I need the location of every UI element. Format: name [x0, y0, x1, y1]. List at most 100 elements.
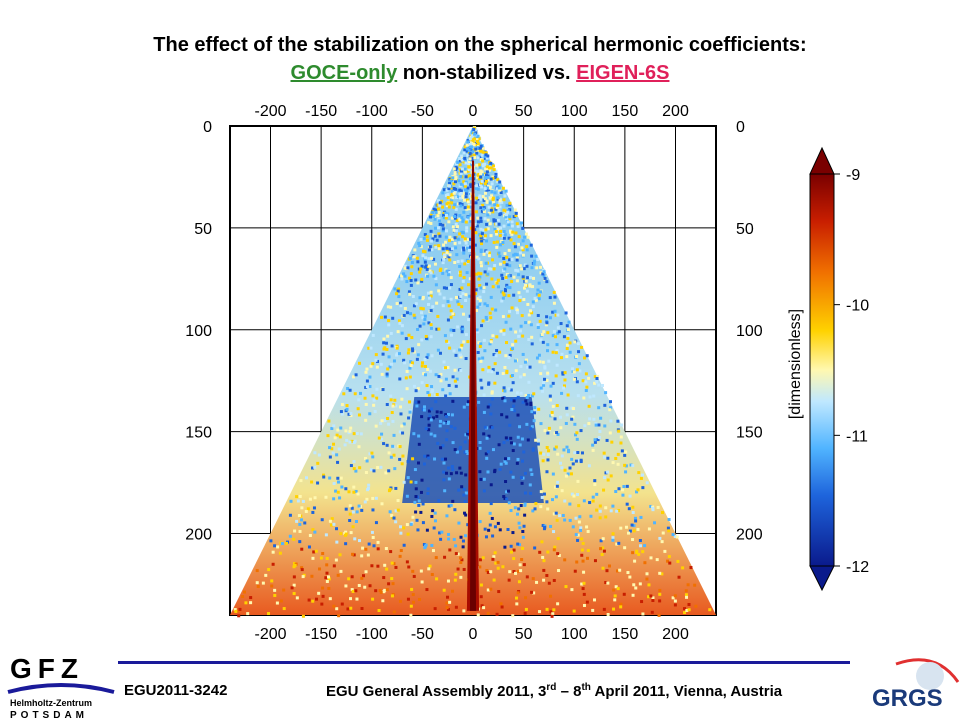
coefficient-cell	[510, 232, 514, 236]
coefficient-cell	[389, 455, 393, 459]
coefficient-cell	[383, 588, 387, 592]
coefficient-cell	[479, 206, 483, 210]
coefficient-cell	[433, 234, 437, 238]
coefficient-cell	[539, 490, 543, 494]
coefficient-cell	[392, 433, 396, 437]
coefficient-cell	[350, 575, 354, 579]
coefficient-cell	[481, 319, 485, 323]
coefficient-cell	[519, 324, 523, 328]
coefficient-cell	[568, 502, 572, 506]
coefficient-cell	[313, 496, 317, 500]
coefficient-cell	[518, 563, 522, 567]
coefficient-cell	[553, 447, 557, 451]
coefficient-cell	[533, 296, 537, 300]
coefficient-cell	[399, 549, 403, 553]
coefficient-cell	[486, 227, 490, 231]
colorbar-gradient	[809, 173, 835, 567]
coefficient-cell	[312, 550, 316, 554]
coefficient-cell	[631, 510, 635, 514]
coefficient-cell	[525, 358, 529, 362]
coefficient-cell	[439, 372, 443, 376]
coefficient-cell	[619, 605, 623, 609]
coefficient-cell	[564, 585, 568, 589]
coefficient-cell	[498, 205, 502, 209]
coefficient-cell	[406, 266, 410, 270]
coefficient-cell	[447, 477, 451, 481]
coefficient-cell	[387, 451, 391, 455]
coefficient-cell	[495, 232, 499, 236]
coefficient-cell	[405, 523, 409, 527]
footer-conf-mid: – 8	[556, 683, 582, 700]
coefficient-cell	[619, 526, 623, 530]
coefficient-cell	[482, 286, 486, 290]
coefficient-cell	[468, 194, 472, 198]
coefficient-cell	[589, 514, 593, 518]
y-tick-label-right: 50	[736, 221, 754, 238]
coefficient-cell	[647, 527, 651, 531]
coefficient-cell	[445, 429, 449, 433]
coefficient-cell	[550, 410, 554, 414]
coefficient-cell	[459, 175, 463, 179]
coefficient-cell	[427, 423, 431, 427]
coefficient-cell	[473, 222, 477, 226]
coefficient-cell	[383, 315, 387, 319]
coefficient-cell	[345, 438, 349, 442]
coefficient-cell	[346, 607, 350, 611]
coefficient-cell	[406, 460, 410, 464]
coefficient-cell	[427, 221, 431, 225]
coefficient-cell	[480, 170, 484, 174]
coefficient-cell	[495, 187, 499, 191]
coefficient-cell	[554, 374, 558, 378]
coefficient-cell	[394, 404, 398, 408]
coefficient-cell	[388, 365, 392, 369]
coefficient-cell	[453, 448, 457, 452]
coefficient-cell	[493, 362, 497, 366]
coefficient-cell	[479, 272, 483, 276]
coefficient-cell	[280, 542, 284, 546]
coefficient-cell	[255, 581, 259, 585]
coefficient-cell	[491, 258, 495, 262]
coefficient-cell	[661, 511, 665, 515]
coefficient-cell	[330, 447, 334, 451]
coefficient-cell	[597, 406, 601, 410]
y-tick-label-left: 200	[185, 527, 212, 544]
coefficient-cell	[508, 353, 512, 357]
coefficient-cell	[423, 357, 427, 361]
coefficient-cell	[348, 512, 352, 516]
coefficient-cell	[527, 393, 531, 397]
coefficient-cell	[379, 362, 383, 366]
coefficient-cell	[576, 533, 580, 537]
coefficient-cell	[466, 340, 470, 344]
coefficient-cell	[560, 454, 564, 458]
coefficient-cell	[475, 224, 479, 228]
coefficient-cell	[441, 229, 445, 233]
coefficient-cell	[488, 168, 492, 172]
coefficient-cell	[468, 139, 472, 143]
coefficient-cell	[532, 591, 536, 595]
coefficient-cell	[412, 600, 416, 604]
coefficient-cell	[409, 480, 413, 484]
coefficient-cell	[631, 593, 635, 597]
coefficient-cell	[533, 406, 537, 410]
coefficient-cell	[324, 576, 328, 580]
coefficient-cell	[525, 422, 529, 426]
coefficient-cell	[382, 341, 386, 345]
coefficient-cell	[425, 528, 429, 532]
coefficient-cell	[395, 353, 399, 357]
coefficient-cell	[545, 315, 549, 319]
coefficient-cell	[453, 215, 457, 219]
coefficient-cell	[601, 537, 605, 541]
coefficient-cell	[489, 267, 493, 271]
coefficient-cell	[333, 436, 337, 440]
coefficient-cell	[489, 570, 493, 574]
coefficient-cell	[511, 449, 515, 453]
coefficient-cell	[449, 179, 453, 183]
coefficient-cell	[473, 243, 477, 247]
coefficient-cell	[466, 246, 470, 250]
coefficient-cell	[453, 203, 457, 207]
coefficient-cell	[375, 387, 379, 391]
coefficient-cell	[539, 372, 543, 376]
coefficient-cell	[511, 230, 515, 234]
coefficient-cell	[405, 494, 409, 498]
